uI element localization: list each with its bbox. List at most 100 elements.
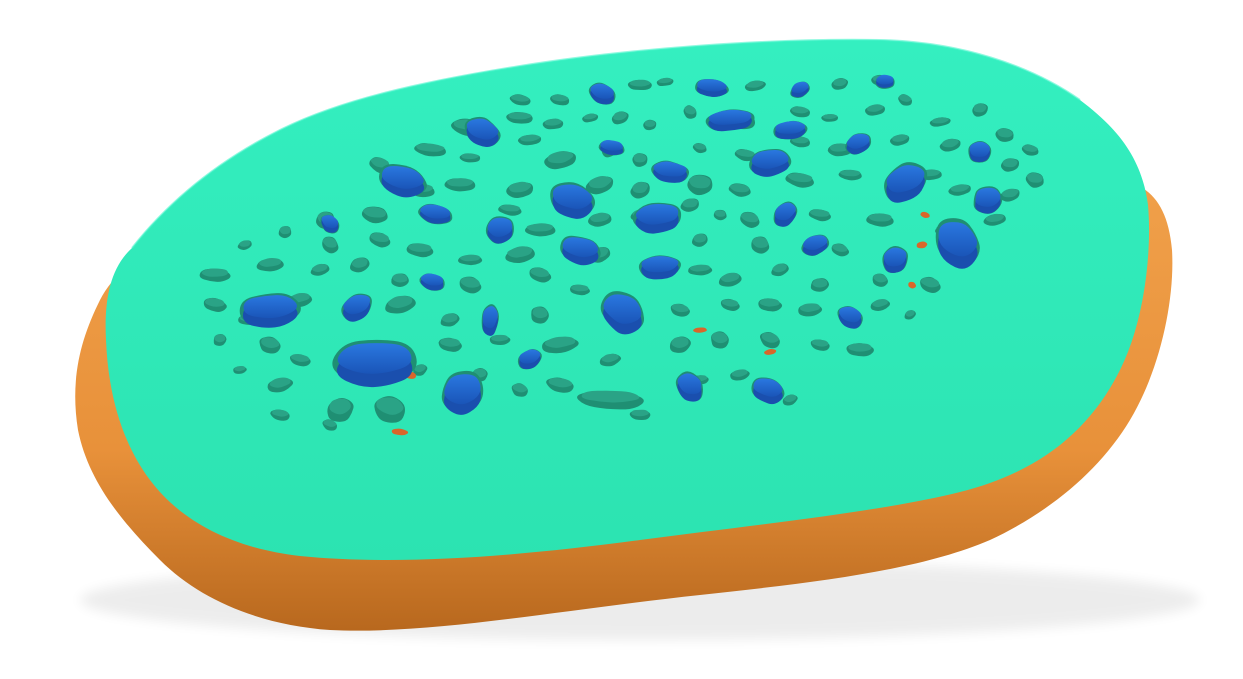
blue-insert (876, 74, 894, 85)
hole-inner (461, 153, 479, 160)
blue-inserts-group (239, 74, 1003, 415)
hole-inner (997, 128, 1013, 138)
hole-inner (583, 113, 597, 120)
hole-inner (784, 394, 797, 403)
hole-inner (872, 299, 888, 308)
hole-inner (671, 303, 689, 313)
hole-inner (547, 150, 574, 164)
blue-insert (466, 118, 499, 140)
hole-inner (931, 117, 949, 124)
hole-inner (526, 223, 554, 232)
hole-inner (370, 232, 389, 242)
hole-inner (711, 332, 728, 344)
hole-inner (632, 181, 649, 193)
blue-insert (635, 204, 679, 225)
hole-inner (532, 307, 548, 319)
blue-insert (751, 150, 789, 169)
orange-peek (920, 211, 930, 218)
hole-inner (684, 105, 697, 115)
hole-inner (658, 77, 673, 84)
hole-inner (370, 157, 389, 168)
hole-inner (714, 210, 726, 217)
hole-inner (311, 263, 328, 273)
holes-group (199, 74, 1044, 431)
hole-inner (671, 337, 689, 349)
hole-inner (787, 172, 813, 183)
blue-insert (420, 273, 444, 286)
blue-insert (775, 202, 796, 221)
hole-inner (544, 336, 576, 348)
hole-inner (873, 273, 887, 283)
hole-inner (291, 354, 310, 362)
hole-inner (446, 178, 474, 187)
blue-insert (886, 165, 925, 193)
hole-inner (905, 310, 915, 317)
hole-inner (261, 337, 280, 348)
hole-inner (272, 409, 289, 417)
hole-inner (973, 103, 987, 113)
hole-inner (867, 104, 884, 112)
hole-inner (460, 277, 480, 288)
hole-inner (376, 397, 404, 415)
hole-inner (548, 377, 573, 388)
hole-inner (693, 143, 706, 150)
hole-inner (644, 120, 656, 127)
hole-inner (508, 112, 532, 120)
hole-inner (633, 153, 647, 163)
hole-inner (761, 332, 779, 343)
blue-insert (753, 378, 783, 397)
hole-inner (892, 134, 909, 142)
hole-inner (809, 209, 830, 217)
hole-inner (387, 295, 413, 309)
hole-inner (950, 184, 970, 192)
hole-inner (629, 79, 651, 87)
blue-insert (562, 237, 599, 258)
hole-inner (441, 313, 458, 323)
hole-inner (729, 183, 750, 193)
hole-inner (414, 364, 426, 373)
hole-inner (829, 143, 851, 152)
hole-inner (588, 175, 612, 189)
blue-insert (839, 306, 862, 323)
hole-inner (491, 334, 509, 342)
blue-insert (975, 187, 1001, 207)
blue-insert (708, 109, 752, 125)
hole-inner (530, 267, 550, 277)
blue-insert (381, 166, 424, 189)
hole-inner (269, 377, 291, 388)
hole-inner (571, 284, 589, 292)
hole-inner (416, 143, 445, 152)
hole-inner (720, 272, 740, 283)
hole-inner (329, 398, 351, 415)
blue-insert (552, 184, 593, 209)
blue-insert (482, 306, 498, 329)
blue-insert (600, 140, 623, 151)
hole-inner (942, 138, 959, 148)
hole-inner (408, 243, 432, 252)
hole-inner (832, 243, 848, 252)
blue-insert (803, 235, 828, 251)
hole-inner (799, 303, 821, 313)
orange-peek (764, 348, 777, 355)
hole-inner (822, 114, 838, 119)
blue-insert (487, 217, 513, 237)
blue-insert (775, 121, 806, 134)
hole-inner (259, 258, 282, 267)
hole-inner (460, 254, 481, 262)
hole-inner (721, 299, 739, 307)
orange-peek (693, 327, 707, 333)
hole-inner (688, 175, 711, 189)
hole-inner (392, 273, 408, 283)
hole-inner (351, 257, 368, 268)
hole-inner (752, 236, 768, 248)
hole-inner (544, 118, 562, 126)
hole-inner (1002, 158, 1018, 168)
hole-inner (740, 212, 759, 223)
hole-inner (601, 353, 619, 363)
hole-inner (693, 233, 707, 243)
hole-inner (899, 94, 912, 102)
hole-inner (868, 213, 892, 222)
blue-insert (444, 374, 481, 405)
hole-inner (500, 204, 520, 212)
